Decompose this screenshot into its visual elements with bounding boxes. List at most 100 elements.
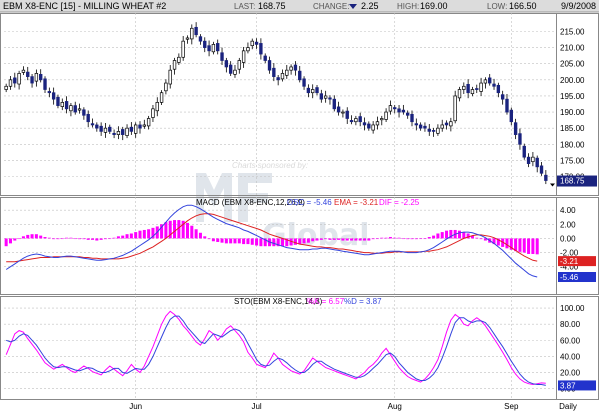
macd-histogram-bar [259,238,263,247]
macd-histogram-bar [371,238,375,240]
candle-up [116,131,121,135]
macd-tag-1-label: -5.46 [560,273,579,282]
candle-up [531,156,535,163]
candle-down [475,88,479,90]
macd-histogram-bar [86,238,90,240]
macd-legend-item: EMA = -3.21 [334,198,379,207]
macd-histogram-bar [47,237,51,239]
last-value: 168.75 [258,1,286,11]
candle-down [535,157,539,168]
macd-histogram-bar [116,236,120,239]
candle-down [95,124,99,129]
last-price-tag: 168.75 [560,177,585,186]
y-tick-label: 215.00 [560,28,585,37]
candle-down [276,77,280,81]
candle-up [388,105,393,112]
macd-histogram-bar [350,238,354,241]
candle-up [436,127,440,134]
y-tick-label: -4.00 [560,263,579,272]
macd-histogram-bar [384,237,388,239]
macd-histogram-bar [397,237,401,239]
macd-histogram-bar [185,222,190,239]
macd-histogram-bar [237,238,241,244]
stoch-title: STO(EBM X8-ENC,14,3) [234,297,323,306]
macd-histogram-bar [393,237,397,239]
macd-histogram-bar [90,238,95,240]
candle-up [211,44,216,53]
candle-up [164,82,168,92]
macd-histogram-bar [328,238,332,240]
candle-down [488,77,492,84]
macd-histogram-bar [280,238,284,247]
candle-up [142,124,147,127]
candle-down [47,91,52,94]
macd-histogram-bar [198,232,202,239]
macd-histogram-bar [216,238,220,242]
header-date: 9/9/2008 [561,1,596,11]
macd-histogram-bar [99,238,103,240]
panel-frame-2 [0,296,599,400]
macd-histogram-bar [194,229,198,239]
candle-down [263,55,267,61]
macd-histogram-bar [164,222,168,239]
macd-histogram-bar [73,238,77,240]
macd-histogram-bar [151,227,155,239]
stoch-d-line [6,315,546,386]
candle-up [155,102,159,112]
candle-up [168,69,172,85]
candle-down [362,122,367,126]
candle-up [311,89,315,94]
candle-up [69,105,73,112]
macd-histogram-bar [207,238,211,240]
candle-down [220,52,224,61]
macd-legend-item: OSC = -5.46 [287,198,332,207]
macd-histogram-bar [302,238,306,244]
macd-histogram-bar [250,238,254,245]
y-tick-label: 180.00 [560,140,585,149]
high-label: HIGH: [397,2,419,11]
macd-histogram-bar [276,238,280,247]
candle-down [418,124,423,129]
change-down-arrow-icon [349,4,357,9]
macd-histogram-bar [17,238,21,240]
candle-up [17,73,21,85]
candle-down [198,36,203,42]
candle-down [306,87,311,94]
candle-up [34,73,39,82]
candle-up [246,47,250,52]
macd-histogram-bar [319,238,323,240]
candle-up [60,102,64,107]
candle-down [522,145,526,158]
macd-histogram-bar [518,238,522,252]
macd-histogram-bar [34,234,38,239]
stoch-k-line [5,310,546,386]
macd-histogram-bar [220,238,224,243]
macd-histogram-bar [233,238,237,244]
candle-up [449,121,453,127]
candle-down [51,92,56,100]
macd-histogram-bar [354,238,358,241]
macd-osc-line [5,204,538,278]
macd-histogram-bar [255,238,259,246]
macd-histogram-bar [315,238,319,241]
candle-down [414,123,419,126]
candle-down [108,126,112,132]
candle-up [241,50,246,63]
candle-down [112,132,116,135]
candle-up [354,118,358,123]
candle-down [345,110,349,119]
candle-down [207,45,211,52]
macd-histogram-bar [142,229,146,239]
macd-ema-line [6,213,538,263]
stoch-tag-0-label: 3.87 [560,381,576,390]
macd-histogram-bar [263,238,267,247]
macd-histogram-bar [147,229,151,239]
macd-histogram-bar [272,238,276,247]
candle-down [349,120,354,123]
macd-histogram-bar [492,238,496,245]
candle-down [358,116,362,123]
macd-histogram-bar [401,238,405,240]
x-axis-period: Daily [559,402,577,411]
